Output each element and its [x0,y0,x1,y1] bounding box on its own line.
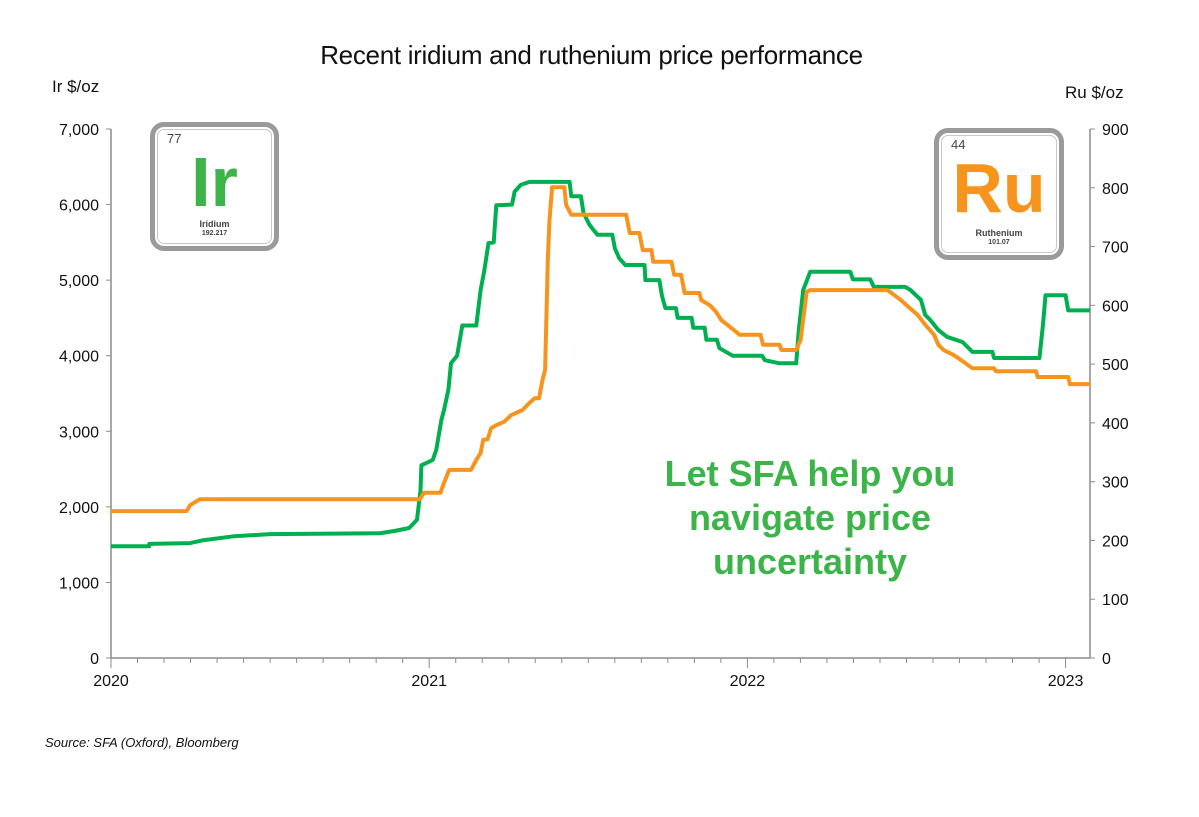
right-y-tick-label: 900 [1102,122,1129,139]
right-y-tick-label: 500 [1102,357,1129,374]
right-y-tick-label: 800 [1102,181,1129,198]
x-tick-label: 2022 [730,673,766,690]
right-axis-label: Ru $/oz [1065,83,1124,102]
iridium-element-tile: 77 Ir Iridium 192.217 [150,122,279,251]
callout-line-2: navigate price [688,497,932,538]
chart-title: Recent iridium and ruthenium price perfo… [320,40,863,70]
right-y-tick-label: 200 [1102,533,1129,550]
left-y-tick-label: 4,000 [59,349,99,366]
left-y-tick-label: 1,000 [59,575,99,592]
iridium-atomic-number: 77 [167,131,182,146]
left-y-tick-label: 0 [90,651,99,668]
left-y-tick-label: 6,000 [59,198,99,215]
callout-line-1: Let SFA help you [664,453,956,494]
right-y-tick-label: 700 [1102,240,1129,257]
iridium-mass: 192.217 [201,230,228,237]
ruthenium-atomic-number: 44 [951,137,966,152]
right-y-tick-label: 0 [1102,651,1111,668]
x-tick-label: 2023 [1048,673,1084,690]
ruthenium-mass: 101.07 [988,239,1010,246]
right-y-tick-label: 600 [1102,298,1129,315]
ruthenium-symbol: Ru [952,149,1046,227]
source-note: Source: SFA (Oxford), Bloomberg [45,735,239,750]
right-y-tick-label: 400 [1102,416,1129,433]
ru-price-line [111,185,1090,514]
left-y-tick-label: 5,000 [59,273,99,290]
right-y-tick-label: 300 [1102,475,1129,492]
left-y-tick-label: 3,000 [59,424,99,441]
left-y-tick-label: 2,000 [59,500,99,517]
iridium-name: Iridium [199,219,230,229]
right-y-tick-label: 100 [1102,592,1129,609]
callout-text: Let SFA help you navigate price uncertai… [620,452,1000,584]
ir-price-line [111,179,1090,549]
ruthenium-element-tile: 44 Ru Ruthenium 101.07 [934,128,1064,260]
left-axis-label: Ir $/oz [52,77,100,96]
x-tick-label: 2020 [93,673,129,690]
x-tick-label: 2021 [411,673,447,690]
left-y-tick-label: 7,000 [59,122,99,139]
ruthenium-name: Ruthenium [975,228,1023,238]
iridium-symbol: Ir [191,143,238,221]
callout-line-3: uncertainty [712,541,908,582]
